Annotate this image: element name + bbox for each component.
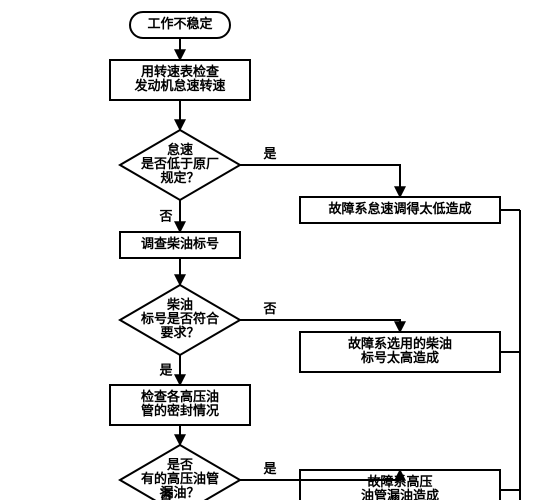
node-text-dec_fuel: 柴油	[166, 297, 193, 312]
edge-label-3: 是	[262, 146, 277, 161]
edge-label-9: 否	[158, 487, 172, 500]
node-text-res_fuel: 标号太高造成	[360, 350, 439, 365]
node-text-dec_fuel: 标号是否符合	[140, 311, 220, 326]
node-text-dec_fuel: 要求？	[160, 325, 199, 340]
flowchart-canvas: 工作不稳定用转速表检查发动机怠速转速怠速是否低于原厂规定？ 故障系怠速调得太低造成…	[0, 0, 533, 500]
node-text-proc_rpm: 用转速表检查	[140, 64, 220, 79]
node-text-dec_idle: 规定？	[160, 170, 199, 185]
node-text-res_fuel: 故障系选用的柴油	[348, 336, 452, 351]
node-text-proc_pipe: 检查各高压油	[141, 389, 219, 404]
node-text-dec_idle: 是否低于原厂	[140, 156, 219, 171]
flowchart-svg: 工作不稳定用转速表检查发动机怠速转速怠速是否低于原厂规定？ 故障系怠速调得太低造成…	[0, 0, 533, 500]
node-text-proc_pipe: 管的密封情况	[141, 403, 219, 418]
node-text-res_leak: 油管漏油造成	[361, 488, 439, 500]
edge-label-5: 是	[158, 362, 173, 377]
node-text-dec_leak: 有的高压油管	[141, 471, 219, 486]
edge-label-6: 否	[262, 301, 276, 316]
node-text-proc_fuel: 调查柴油标号	[141, 236, 219, 251]
node-text-res_idle: 故障系怠速调得太低造成	[328, 201, 471, 216]
node-text-start: 工作不稳定	[147, 16, 212, 31]
node-text-proc_rpm: 发动机怠速转速	[133, 78, 225, 93]
node-text-dec_leak: 是否	[166, 457, 193, 472]
edge-label-8: 是	[262, 461, 277, 476]
node-text-dec_idle: 怠速	[167, 142, 193, 157]
edge-label-2: 否	[158, 209, 172, 224]
